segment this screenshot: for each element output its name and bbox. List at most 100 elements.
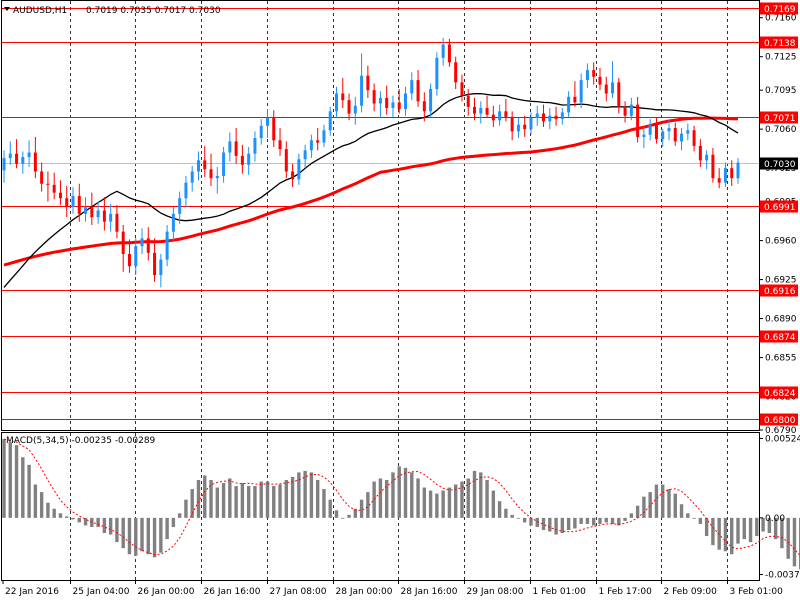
- macd-tick-label: -0.00374: [765, 571, 800, 581]
- macd-bar: [642, 496, 646, 518]
- candle-body: [234, 141, 238, 156]
- current-price-label: 0.7030: [764, 160, 796, 170]
- candle-body: [673, 128, 677, 142]
- candle-body: [391, 102, 395, 108]
- candle-body: [196, 160, 200, 172]
- candle-body: [291, 171, 295, 180]
- macd-bar: [435, 493, 439, 518]
- candle-body: [723, 168, 727, 183]
- macd-bar: [748, 517, 753, 543]
- candle-body: [629, 104, 633, 116]
- macd-bar: [65, 516, 69, 518]
- candle-body: [90, 207, 94, 218]
- candle: [573, 81, 577, 107]
- candle-body: [504, 111, 508, 117]
- candle-body: [441, 44, 445, 58]
- candle-body: [240, 155, 244, 165]
- candle: [629, 97, 633, 121]
- candle-body: [184, 182, 188, 199]
- current-price-box: [760, 157, 798, 170]
- level-label-box: [760, 284, 798, 297]
- candle-body: [416, 80, 420, 102]
- candle-body: [485, 107, 489, 115]
- macd-tick-label: 0.00524: [765, 434, 800, 444]
- x-tick-label: 29 Jan 08:00: [467, 587, 524, 597]
- candle-body: [115, 213, 119, 232]
- macd-bar: [723, 517, 728, 552]
- macd-bar: [554, 517, 558, 535]
- candle: [416, 70, 420, 107]
- dropdown-arrow-icon[interactable]: [4, 7, 10, 11]
- candle-body: [692, 130, 696, 146]
- candle: [692, 125, 696, 152]
- macd-bar: [786, 517, 790, 559]
- candle: [8, 141, 12, 165]
- macd-bar: [140, 517, 144, 552]
- macd-bar: [215, 487, 219, 518]
- macd-bar: [58, 513, 63, 518]
- macd-bar: [366, 492, 370, 518]
- candle: [265, 109, 269, 139]
- candle: [196, 151, 200, 181]
- x-tick-label: 22 Jan 2016: [5, 587, 59, 597]
- macd-bar: [33, 484, 38, 518]
- macd-bar: [27, 464, 31, 518]
- candle: [77, 183, 81, 222]
- macd-bar: [529, 517, 533, 526]
- macd-bar: [246, 486, 251, 518]
- candle: [654, 118, 658, 144]
- macd-bar: [585, 517, 590, 524]
- candle: [46, 171, 50, 202]
- candle: [27, 140, 31, 168]
- candle-body: [253, 138, 257, 154]
- macd-bar: [623, 517, 627, 521]
- candle-body: [121, 231, 125, 254]
- candle: [523, 115, 527, 137]
- macd-bar: [221, 483, 226, 518]
- macd-signal-line: [3, 438, 800, 557]
- candle-body: [661, 131, 665, 140]
- candle-body: [328, 111, 332, 131]
- candle-body: [642, 134, 646, 137]
- candle-body: [15, 153, 19, 164]
- macd-bar: [780, 517, 784, 549]
- level-label-box: [760, 413, 798, 426]
- candle-body: [341, 93, 345, 101]
- macd-bar: [353, 508, 358, 518]
- macd-bar: [52, 508, 56, 518]
- macd-bar: [428, 490, 433, 518]
- macd-bar: [704, 517, 709, 537]
- macd-bar: [416, 478, 420, 518]
- macd-bar: [96, 517, 100, 527]
- candle: [698, 139, 702, 168]
- candle: [109, 203, 113, 232]
- macd-bar: [21, 457, 25, 518]
- y-tick-label: 0.6890: [765, 315, 797, 325]
- macd-bar: [341, 517, 345, 519]
- macd-bar: [610, 517, 615, 524]
- candle: [554, 106, 558, 126]
- macd-bar: [661, 484, 665, 518]
- candle: [165, 224, 169, 267]
- candle-body: [654, 124, 658, 140]
- macd-bar: [453, 484, 458, 518]
- candle-body: [278, 140, 282, 150]
- macd-bar: [711, 517, 715, 546]
- y-tick-label: 0.6925: [765, 276, 797, 286]
- macd-bar: [535, 517, 539, 527]
- candle-body: [617, 82, 621, 107]
- candle: [127, 239, 131, 273]
- candle: [328, 106, 332, 136]
- macd-bar: [259, 481, 263, 518]
- candle-body: [705, 154, 709, 161]
- candle-body: [203, 160, 207, 170]
- macd-bar: [265, 481, 270, 518]
- candle-body: [215, 175, 219, 179]
- macd-bar: [472, 470, 477, 518]
- candle-body: [473, 106, 477, 114]
- candle-body: [698, 145, 702, 161]
- macd-bar: [196, 479, 201, 518]
- candle: [636, 96, 640, 143]
- candle-body: [153, 252, 157, 276]
